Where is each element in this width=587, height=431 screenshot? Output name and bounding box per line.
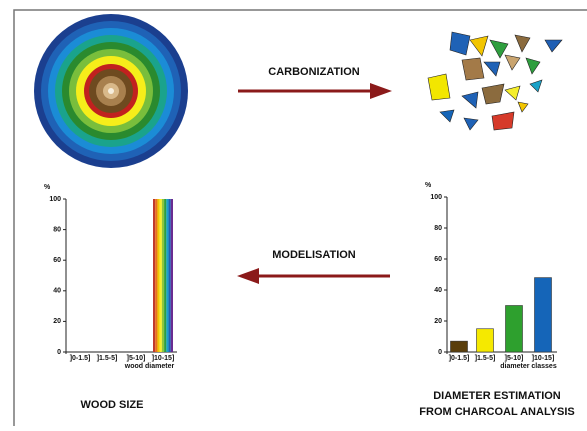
bar [506,306,523,353]
y-tick-label: 0 [57,349,61,356]
y-tick-label: 20 [53,318,61,325]
estimation-label: FROM CHARCOAL ANALYSIS [419,406,574,418]
bar-stripe [162,199,164,352]
modelisation-label: MODELISATION [272,249,356,261]
x-tick-label: ]10-15] [532,355,555,362]
wood-size-label: WOOD SIZE [81,399,144,411]
y-tick-label: 20 [434,318,442,325]
x-tick-label: ]0-1.5] [449,355,470,362]
carbonization-label: CARBONIZATION [268,66,360,78]
y-tick-label: 100 [49,196,61,203]
y-tick-label: 80 [434,225,442,232]
y-tick-label: 60 [434,256,442,263]
bar [477,329,494,352]
y-tick-label: 100 [430,194,442,201]
bar-stripe [153,199,155,352]
bar-stripe [171,199,173,352]
x-tick-label: ]5-10] [505,355,524,362]
bar-stripe [166,199,168,352]
x-tick-label: ]1.5-5] [475,355,496,362]
bar-stripe [169,199,171,352]
y-tick-label: 40 [53,288,61,295]
tree-rings [34,14,188,168]
bar-stripe [160,199,162,352]
y-tick-label: 40 [434,287,442,294]
x-tick-label: ]0-1.5] [70,355,91,362]
x-tick-label: ]5-10] [127,355,146,362]
x-tick-label: ]10-15] [152,355,175,362]
y-tick-label: 60 [53,257,61,264]
y-tick-label: 0 [438,349,442,356]
y-tick-label: 80 [53,226,61,233]
bar [535,278,552,352]
bar-stripe [164,199,166,352]
estimation-label: DIAMETER ESTIMATION [433,390,561,402]
x-tick-label: ]1.5-5] [97,355,118,362]
diagram: CARBONIZATION MODELISATION WOOD SIZE DIA… [0,0,587,426]
x-axis-label: diameter classes [500,363,557,370]
bar [451,341,468,352]
x-axis-label: wood diameter [124,363,175,370]
bar-stripe [155,199,157,352]
bar-stripe [157,199,159,352]
y-axis-label: % [44,184,51,191]
y-axis-label: % [425,182,432,189]
